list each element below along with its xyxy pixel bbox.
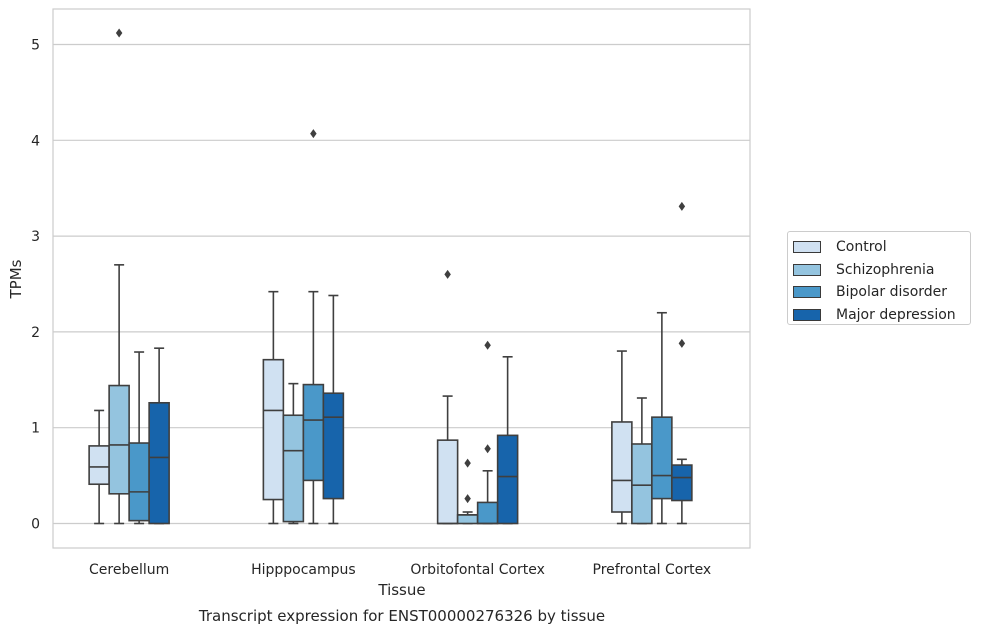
x-tick-label: Cerebellum [89, 562, 169, 578]
legend-swatch [793, 308, 821, 321]
box-cerebellum-schizophrenia [108, 28, 130, 525]
box-body [128, 442, 150, 522]
y-axis-label: TPMs [7, 259, 25, 299]
box-body [302, 383, 325, 482]
box-prefrontal-cortex-major-depression [671, 201, 693, 525]
box-cerebellum-bipolar-disorder [128, 351, 150, 525]
box-hipppocampus-control [262, 290, 285, 525]
box-body [671, 464, 693, 502]
outlier-point [444, 269, 451, 279]
legend-label: Major depression [836, 306, 956, 323]
box-orbitofontal-cortex-control [436, 269, 459, 525]
box-body [611, 421, 633, 513]
legend-swatch [793, 286, 821, 299]
x-axis-label: Tissue [377, 581, 425, 599]
legend-item-bipolar-disorder: Bipolar disorder [793, 281, 970, 304]
outlier-point [678, 338, 686, 348]
box-body [262, 358, 285, 501]
x-tick-label: Orbitofontal Cortex [410, 562, 545, 578]
x-tick-label: Hipppocampus [251, 562, 356, 578]
legend-item-control: Control [793, 236, 970, 259]
box-body [436, 439, 459, 525]
legend-label: Control [836, 239, 887, 256]
box-orbitofontal-cortex-major-depression [496, 356, 519, 525]
box-prefrontal-cortex-bipolar-disorder [651, 311, 673, 525]
x-tick-label: Prefrontal Cortex [593, 562, 712, 578]
outlier-point [115, 28, 123, 38]
plot-frame [52, 8, 751, 549]
y-tick-label: 5 [31, 38, 40, 54]
legend-label: Bipolar disorder [836, 284, 948, 301]
box-prefrontal-cortex-schizophrenia [631, 397, 653, 525]
box-cerebellum-control [88, 409, 110, 525]
outlier-point [484, 444, 491, 454]
box-cerebellum-major-depression [148, 347, 170, 525]
y-tick-label: 3 [31, 229, 40, 245]
box-prefrontal-cortex-control [611, 350, 633, 525]
outlier-point [678, 201, 686, 211]
legend-swatch [793, 241, 821, 254]
y-tick-label: 0 [31, 517, 40, 533]
box-orbitofontal-cortex-bipolar-disorder [476, 340, 499, 525]
legend-item-schizophrenia: Schizophrenia [793, 259, 970, 282]
chart-title: Transcript expression for ENST0000027632… [198, 607, 605, 625]
y-tick-label: 2 [31, 325, 40, 341]
box-body [108, 384, 130, 495]
box-body [148, 401, 170, 525]
y-tick-labels: 0 1 2 3 4 5 [31, 38, 40, 533]
outlier-point [464, 494, 471, 504]
box-hipppocampus-major-depression [322, 294, 345, 525]
box-body [496, 434, 519, 525]
legend-item-major-depression: Major depression [793, 304, 970, 327]
outlier-point [464, 458, 471, 468]
box-body [322, 392, 345, 500]
y-tick-label: 4 [31, 133, 40, 149]
legend: Control Schizophrenia Bipolar disorder Majo… [787, 231, 971, 325]
outlier-point [310, 129, 317, 139]
legend-label: Schizophrenia [836, 261, 935, 278]
box-body [88, 445, 110, 486]
legend-swatch [793, 263, 821, 276]
box-hipppocampus-bipolar-disorder [302, 129, 325, 525]
box-body [631, 443, 653, 525]
y-tick-label: 1 [31, 421, 40, 437]
boxes [88, 28, 693, 525]
outlier-point [484, 340, 491, 350]
box-orbitofontal-cortex-schizophrenia [456, 458, 479, 525]
box-body [476, 501, 499, 525]
box-body [651, 416, 673, 500]
box-hipppocampus-schizophrenia [282, 382, 305, 525]
box-body [456, 514, 479, 525]
box-body [282, 414, 305, 523]
x-tick-labels: Cerebellum Hipppocampus Orbitofontal Corte… [89, 562, 711, 578]
